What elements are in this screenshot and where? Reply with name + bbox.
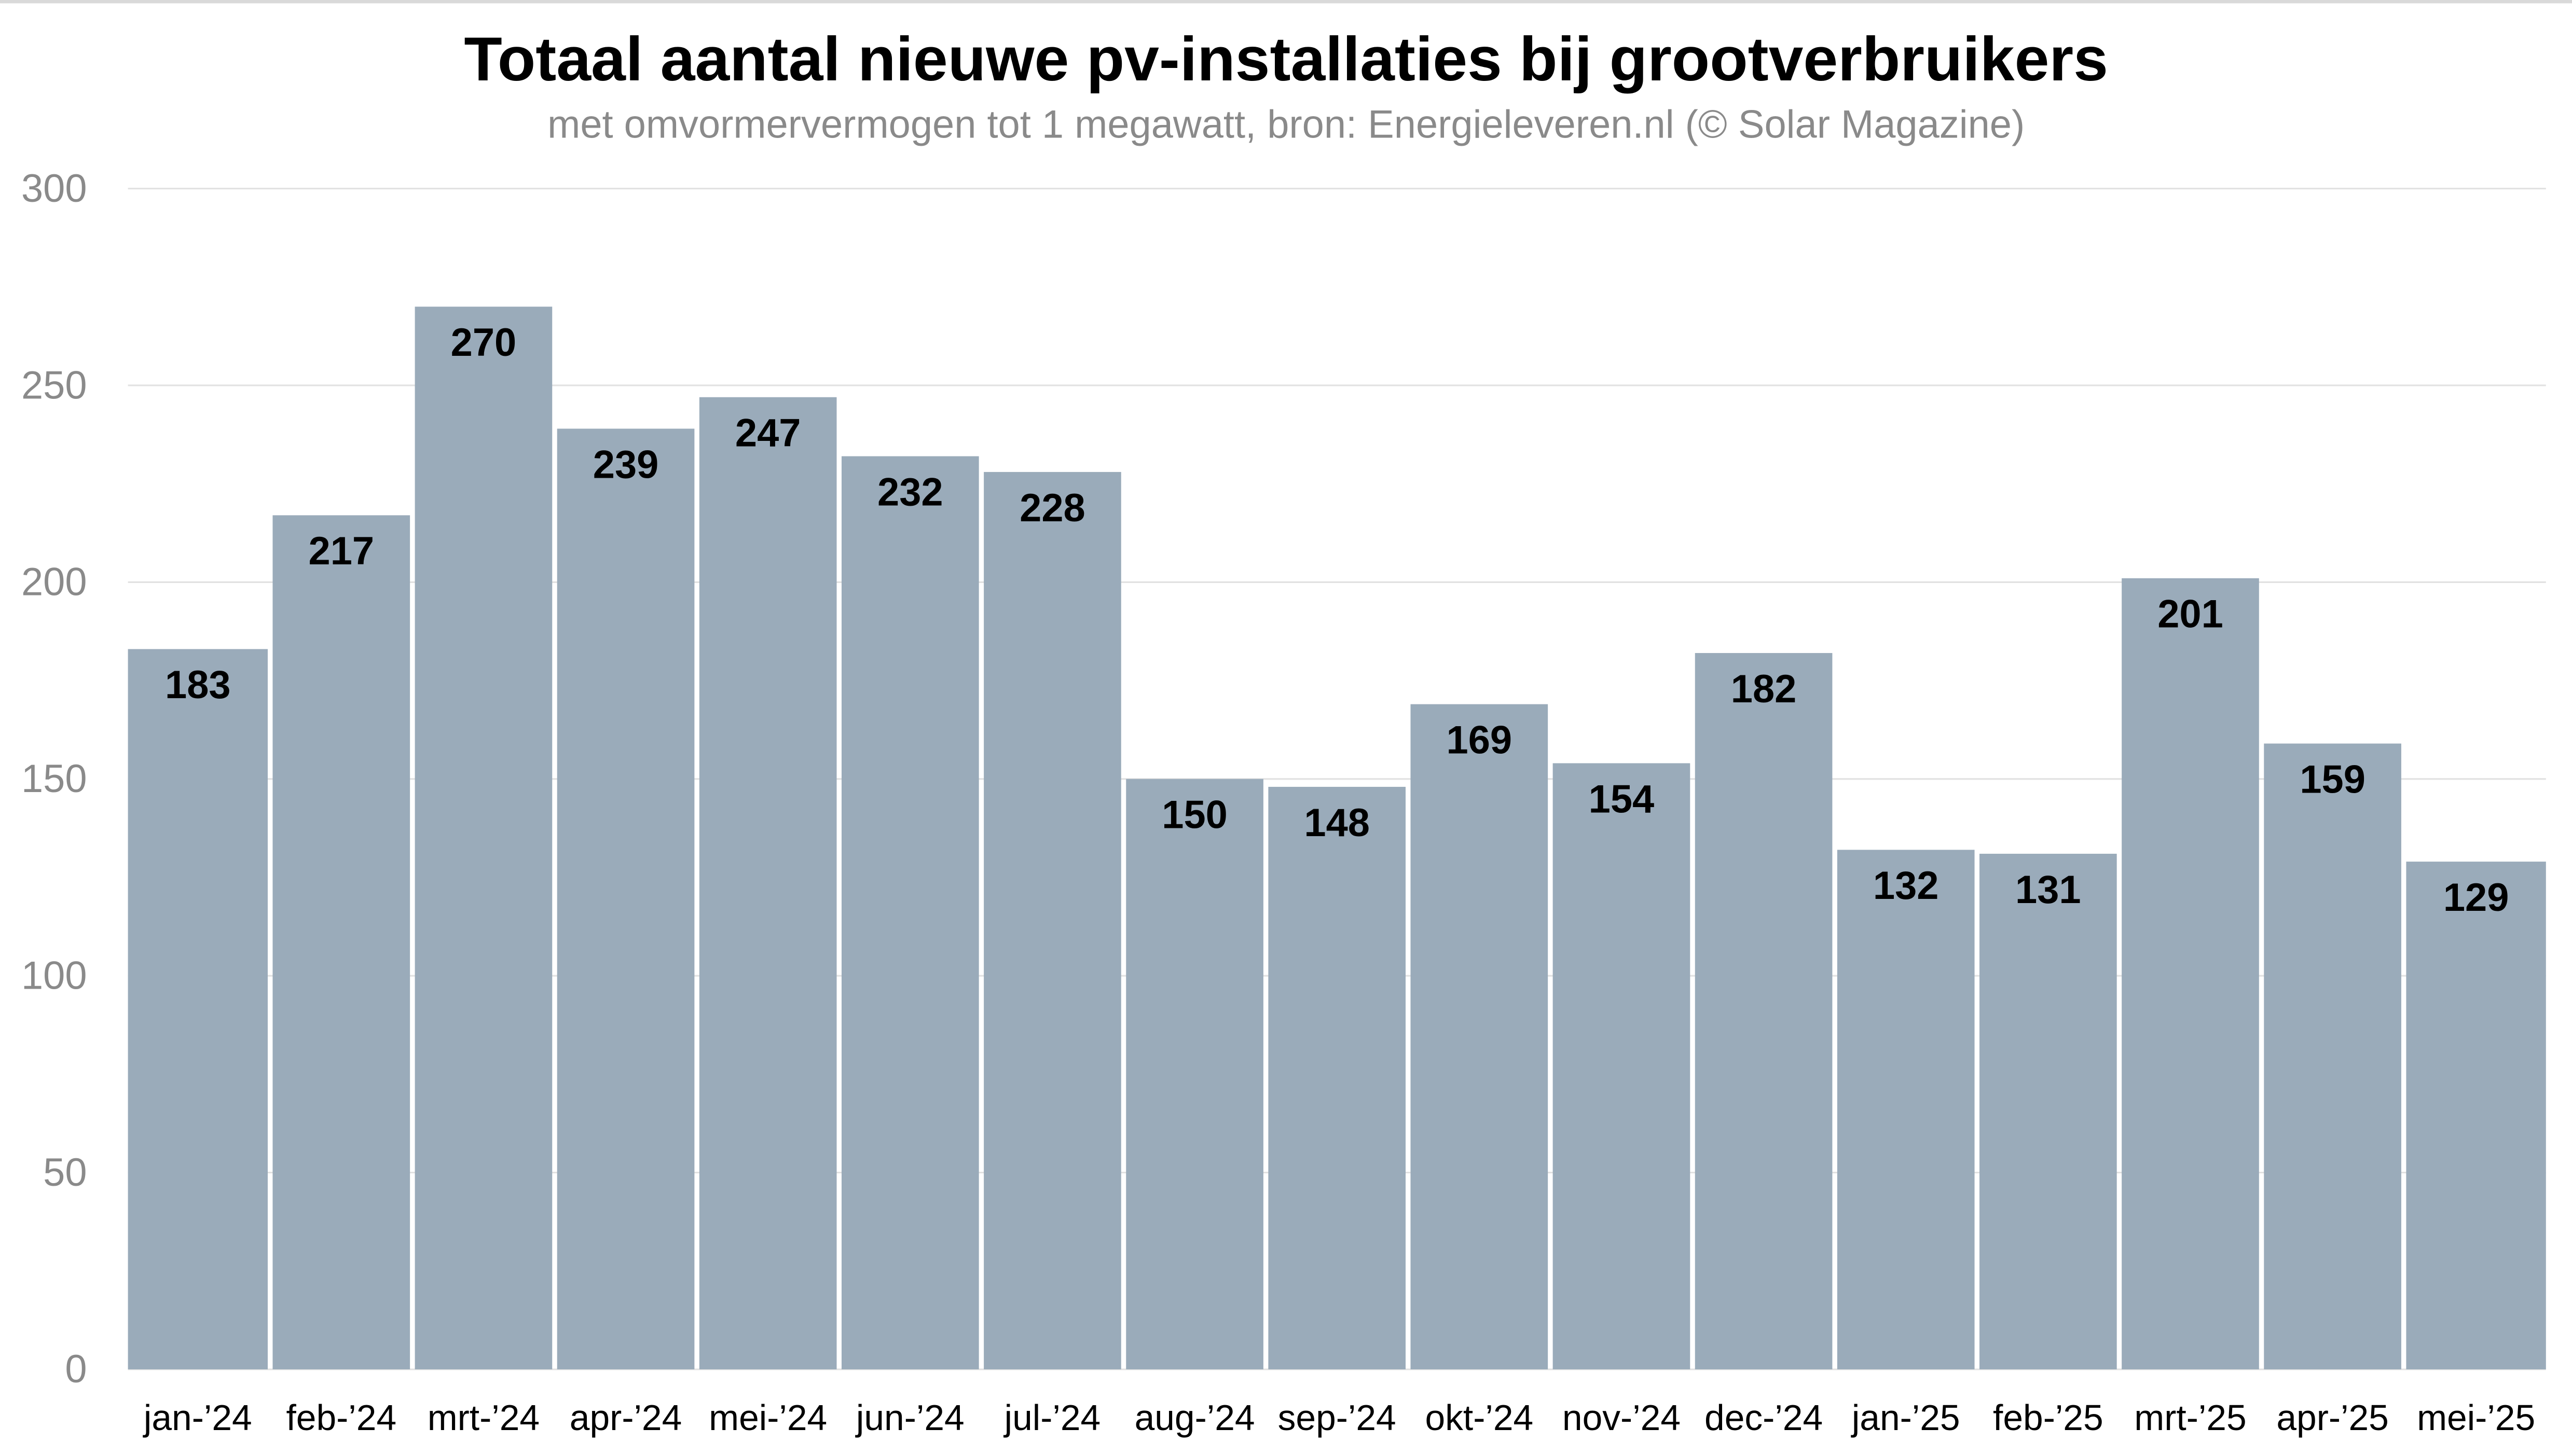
x-tick-label: feb-’24	[286, 1397, 396, 1438]
x-tick-label: jun-’24	[855, 1397, 965, 1438]
bar-value-label: 132	[1873, 864, 1939, 908]
x-tick-label: aug-’24	[1135, 1397, 1255, 1438]
x-tick-label: sep-’24	[1278, 1397, 1396, 1438]
bar-value-label: 148	[1304, 801, 1370, 845]
bar-value-label: 129	[2443, 876, 2509, 920]
bar-mrt-’25	[2122, 578, 2259, 1369]
bar-sep-’24	[1268, 786, 1406, 1369]
bar-value-label: 247	[735, 411, 801, 455]
bar-dec-’24	[1695, 653, 1833, 1369]
bar-apr-’24	[557, 428, 695, 1369]
bar-value-label: 150	[1162, 793, 1228, 837]
bar-feb-’24	[272, 515, 410, 1369]
y-tick-label: 250	[21, 363, 87, 407]
bars	[128, 307, 2546, 1369]
bar-value-label: 183	[165, 663, 231, 707]
bar-value-label: 217	[309, 529, 375, 573]
bar-okt-’24	[1410, 704, 1548, 1369]
bar-value-label: 131	[2015, 868, 2081, 912]
bar-mei-’25	[2406, 862, 2546, 1369]
chart-title: Totaal aantal nieuwe pv-installaties bij…	[464, 24, 2108, 94]
chart-subtitle: met omvormervermogen tot 1 megawatt, bro…	[547, 103, 2025, 147]
bar-feb-’25	[1979, 853, 2117, 1369]
bar-value-label: 270	[451, 321, 517, 365]
x-tick-label: mrt-’24	[428, 1397, 540, 1438]
x-tick-label: apr-’24	[570, 1397, 682, 1438]
bar-jun-’24	[841, 456, 979, 1369]
data-labels: 183 217 270 239 247 232 228 150 148 169 154 182 132 1…	[165, 321, 2509, 920]
x-tick-label: dec-’24	[1704, 1397, 1823, 1438]
y-tick-label: 200	[21, 560, 87, 604]
x-tick-label: mei-’24	[709, 1397, 827, 1438]
bar-value-label: 159	[2300, 757, 2365, 801]
x-tick-label: jan-’24	[143, 1397, 252, 1438]
bar-jan-’24	[128, 649, 268, 1369]
bar-value-label: 201	[2157, 592, 2223, 636]
bar-value-label: 182	[1731, 667, 1797, 711]
y-tick-label: 300	[21, 167, 87, 211]
bar-value-label: 169	[1447, 718, 1512, 762]
y-tick-label: 0	[65, 1347, 87, 1391]
x-tick-label: jul-’24	[1003, 1397, 1101, 1438]
bar-nov-’24	[1552, 763, 1690, 1369]
bar-jan-’25	[1837, 850, 1975, 1369]
bar-value-label: 228	[1020, 486, 1085, 530]
x-tick-label: mrt-’25	[2134, 1397, 2246, 1438]
y-tick-label: 150	[21, 757, 87, 801]
y-axis: 0 50 100 150 200 250 300	[21, 167, 87, 1391]
y-tick-label: 100	[21, 953, 87, 997]
x-tick-label: jan-’25	[1851, 1397, 1960, 1438]
x-tick-label: okt-’24	[1425, 1397, 1533, 1438]
bar-jul-’24	[984, 472, 1121, 1369]
bar-mei-’24	[699, 397, 837, 1369]
bar-value-label: 232	[877, 470, 943, 514]
x-tick-label: apr-’25	[2276, 1397, 2389, 1438]
bar-mrt-’24	[415, 307, 553, 1369]
y-tick-label: 50	[43, 1150, 87, 1195]
bar-aug-’24	[1126, 779, 1263, 1369]
bar-apr-’25	[2264, 743, 2401, 1369]
bar-value-label: 239	[593, 442, 659, 487]
x-tick-label: mei-’25	[2417, 1397, 2535, 1438]
bar-value-label: 154	[1589, 777, 1655, 821]
x-axis: jan-’24 feb-’24 mrt-’24 apr-’24 mei-’24 jun-’…	[143, 1397, 2535, 1438]
x-tick-label: nov-’24	[1562, 1397, 1681, 1438]
x-tick-label: feb-’25	[1993, 1397, 2103, 1438]
